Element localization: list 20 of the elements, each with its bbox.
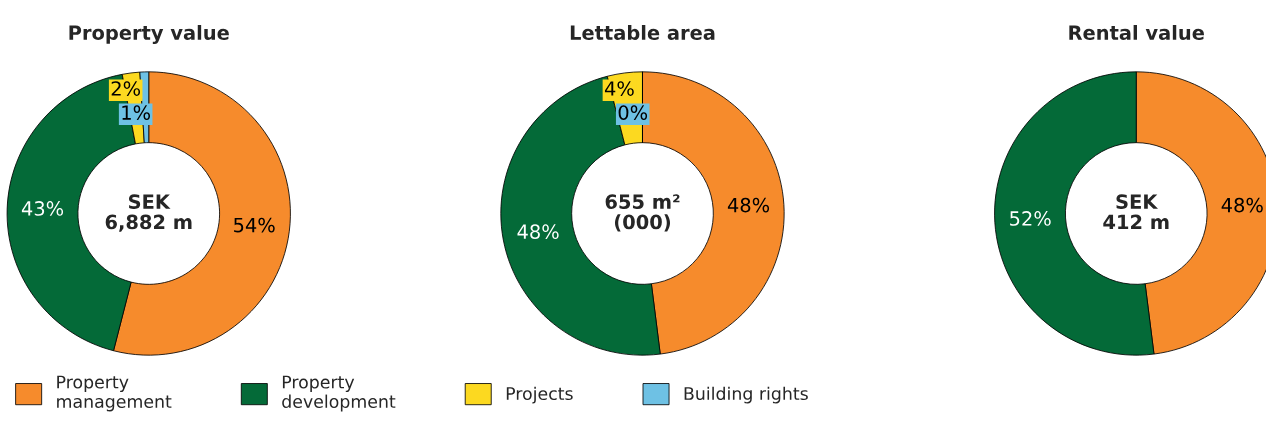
- data-label: 2%: [111, 81, 141, 96]
- data-label: 52%: [1010, 211, 1051, 226]
- chart-title: Lettable area: [570, 24, 715, 41]
- data-label: 48%: [1221, 197, 1263, 213]
- chart-title: Rental value: [1069, 24, 1204, 41]
- legend-label: Building rights: [684, 386, 808, 404]
- data-label: 48%: [517, 224, 559, 240]
- data-label: 1%: [122, 105, 151, 120]
- data-label: 4%: [604, 81, 634, 96]
- legend-label: Projects: [506, 386, 573, 404]
- data-label: 43%: [21, 201, 64, 216]
- legend-label: Property development: [282, 375, 396, 412]
- text: SEK 412 m: [1103, 194, 1169, 230]
- text: 655 m² (000): [605, 194, 680, 232]
- text: SEK 6,882 m: [105, 194, 192, 232]
- data-label: 54%: [234, 217, 275, 233]
- data-label: 48%: [727, 197, 770, 213]
- chart-title: Property value: [69, 24, 229, 44]
- text: 0%: [618, 105, 648, 120]
- legend-label: Property management: [57, 375, 172, 412]
